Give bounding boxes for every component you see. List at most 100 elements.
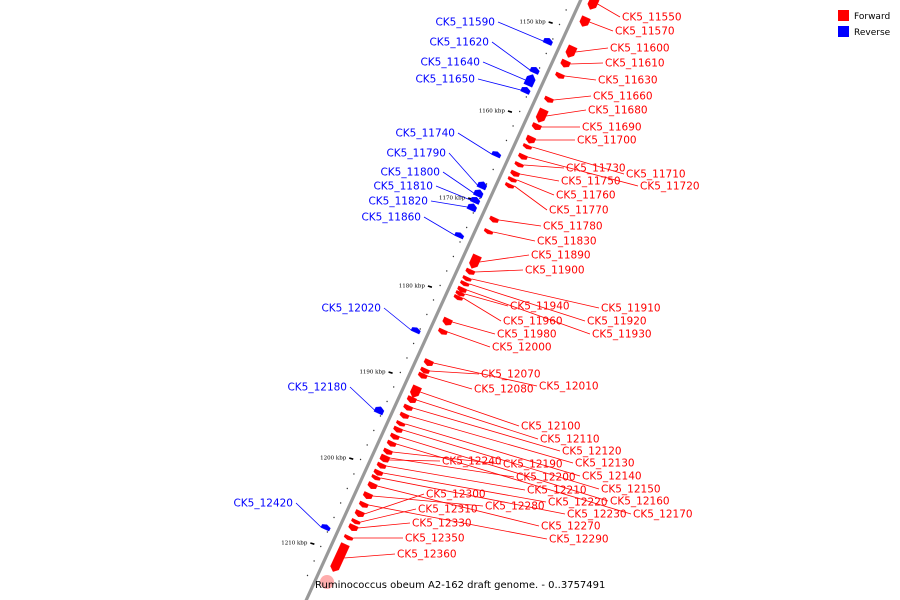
forward-connector (575, 47, 609, 53)
scale-dot (545, 52, 547, 55)
forward-gene-label: CK5_12230 (567, 509, 627, 521)
forward-gene-arrow (354, 509, 365, 517)
forward-gene-arrow (555, 71, 566, 79)
forward-gene-arrow (504, 182, 515, 189)
legend-reverse-label: Reverse (854, 28, 891, 38)
forward-connector (498, 219, 542, 227)
scale-dot (379, 415, 382, 417)
forward-gene-arrow (560, 58, 571, 68)
forward-gene-label: CK5_11960 (503, 316, 563, 328)
scale-dot (485, 183, 488, 185)
scale-dot (306, 574, 309, 577)
forward-gene-label: CK5_12300 (426, 489, 486, 501)
forward-gene-arrow (343, 534, 354, 541)
forward-connector (416, 399, 539, 440)
forward-gene-arrow (453, 294, 464, 301)
forward-gene-arrow (367, 481, 378, 489)
forward-gene-arrow (457, 285, 468, 293)
forward-connector (433, 362, 538, 387)
reverse-gene-label: CK5_11800 (380, 167, 440, 179)
forward-gene-label: CK5_12310 (418, 504, 478, 516)
reverse-gene-arrow (466, 203, 478, 213)
forward-connector (462, 297, 502, 322)
forward-connector (532, 146, 625, 175)
forward-gene-arrow (531, 122, 542, 130)
reverse-connector (491, 41, 531, 71)
reverse-gene-arrow (529, 67, 540, 75)
scale-dot (393, 386, 395, 388)
forward-gene-label: CK5_12070 (481, 369, 541, 381)
scale-dot (512, 125, 514, 127)
forward-gene-arrow (510, 169, 521, 177)
reverse-gene-label: CK5_11810 (373, 181, 433, 193)
forward-gene-label: CK5_12100 (521, 421, 581, 433)
reverse-gene-arrow (454, 232, 465, 240)
gene-features (320, 0, 600, 589)
reverse-connector (430, 200, 468, 208)
tick-mark (507, 110, 513, 113)
forward-gene-label: CK5_12270 (541, 521, 601, 533)
forward-gene-arrow (459, 280, 470, 287)
forward-gene-arrow (351, 518, 361, 525)
scale-dot (459, 241, 461, 243)
scale-dot (419, 328, 421, 330)
forward-connector (389, 457, 515, 478)
forward-gene-arrow (535, 107, 549, 123)
reverse-gene-label: CK5_11820 (368, 196, 428, 208)
forward-gene-label: CK5_12080 (474, 384, 534, 396)
forward-connector (475, 269, 524, 273)
reverse-gene-label: CK5_11650 (415, 74, 475, 86)
forward-gene-arrow (587, 0, 600, 10)
forward-gene-label: CK5_11930 (592, 329, 652, 341)
tick-label: 1190 kbp (359, 370, 386, 376)
forward-gene-arrow (423, 358, 434, 366)
forward-connector (546, 109, 587, 117)
forward-gene-arrow (522, 143, 533, 150)
forward-gene-label: CK5_11760 (556, 190, 616, 202)
forward-gene-label: CK5_12000 (492, 342, 552, 354)
forward-gene-label: CK5_11570 (615, 26, 675, 38)
forward-connector (493, 231, 536, 242)
scale-dot (538, 67, 541, 69)
tick-label: 1170 kbp (439, 196, 466, 202)
forward-gene-arrow (525, 134, 537, 144)
forward-connector (399, 436, 609, 502)
forward-gene-arrow (389, 432, 400, 440)
forward-connector (464, 293, 509, 307)
reverse-gene-arrow (523, 74, 536, 88)
reverse-gene-arrow (410, 327, 421, 335)
reverse-connector (497, 21, 544, 42)
forward-connector (344, 553, 396, 559)
forward-connector (380, 477, 566, 515)
tick-mark (548, 21, 553, 24)
scale-dot (439, 284, 441, 287)
scale-dot (552, 38, 554, 40)
forward-gene-arrow (379, 456, 390, 463)
forward-connector (553, 95, 592, 101)
scale-dot (432, 299, 435, 301)
reverse-connector (482, 61, 526, 81)
scale-dot (373, 429, 375, 432)
forward-gene-label: CK5_11600 (610, 43, 670, 55)
scale-dot (313, 560, 315, 562)
tick-marks: 1150 kbp 1160 kbp 1170 kbp 1180 kbp 1190 kbp… (281, 9, 567, 577)
forward-gene-arrow (348, 523, 359, 531)
reverse-gene-arrow (320, 524, 331, 532)
forward-gene-label: CK5_11550 (622, 12, 682, 24)
scale-dot (353, 473, 355, 475)
reverse-gene-arrow (472, 189, 484, 199)
forward-connector (364, 493, 425, 515)
reverse-connector (423, 216, 455, 236)
forward-gene-arrow (469, 253, 482, 269)
legend-forward-swatch (838, 10, 849, 21)
forward-gene-label: CK5_11660 (593, 91, 653, 103)
forward-gene-label: CK5_12170 (633, 509, 693, 521)
forward-connector (466, 289, 591, 335)
forward-connector (383, 472, 547, 503)
forward-gene-label: CK5_11830 (537, 236, 597, 248)
forward-gene-label: CK5_11690 (582, 122, 642, 134)
scale-dot (339, 502, 342, 504)
tick-mark (310, 542, 315, 545)
scale-dot (412, 342, 415, 345)
forward-gene-arrow (462, 275, 472, 282)
